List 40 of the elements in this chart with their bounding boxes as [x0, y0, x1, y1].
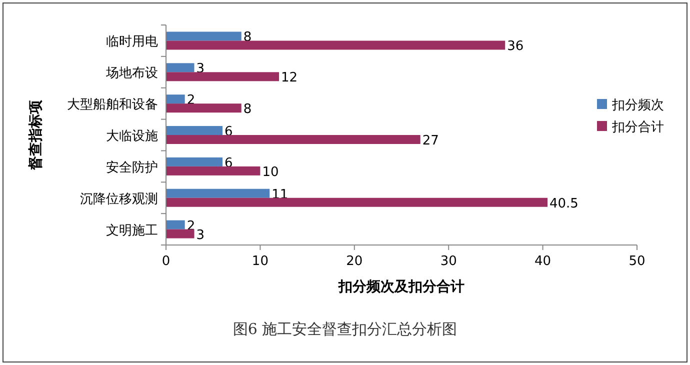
y-axis-title: 督查指标项	[28, 99, 44, 171]
bar	[166, 40, 506, 50]
data-label: 12	[281, 70, 298, 86]
bar	[166, 126, 223, 135]
y-tick-label: 安全防护	[106, 159, 158, 176]
y-tick-label: 沉降位移观测	[80, 192, 158, 207]
bar	[166, 188, 270, 198]
x-tick-label: 20	[346, 254, 363, 269]
bar	[166, 157, 223, 166]
bar	[166, 72, 280, 82]
data-label: 10	[262, 164, 279, 180]
bar	[166, 104, 242, 113]
caption: 图6 施工安全督查扣分汇总分析图	[232, 320, 458, 338]
bar	[166, 229, 194, 238]
bar	[166, 63, 194, 72]
x-tick-label: 40	[534, 254, 552, 269]
y-tick-label: 临时用电	[106, 34, 158, 50]
data-label: 8	[243, 30, 252, 46]
data-label: 8	[243, 102, 252, 118]
y-tick-label: 文明施工	[106, 223, 158, 238]
y-tick-label: 场地布设	[105, 66, 158, 82]
bar	[166, 94, 185, 104]
x-tick-label: 50	[628, 254, 646, 269]
bar	[166, 166, 260, 176]
bar	[166, 220, 185, 230]
x-tick-label: 10	[252, 254, 268, 269]
x-tick-label: 30	[440, 254, 457, 269]
x-axis-title: 扣分频次及扣分合计	[338, 279, 464, 295]
data-label: 27	[422, 134, 439, 148]
legend-label: 扣分合计	[611, 120, 664, 135]
x-tick-label: 0	[162, 254, 170, 269]
data-label: 3	[196, 228, 205, 243]
data-label: 40.5	[550, 196, 578, 212]
bar	[166, 198, 548, 207]
y-tick-label: 大型船舶和设备	[67, 98, 158, 113]
bar	[166, 32, 242, 41]
data-label: 36	[507, 39, 524, 54]
y-tick-label: 大临设施	[106, 129, 158, 144]
legend-label: 扣分频次	[611, 98, 664, 113]
bar	[166, 135, 420, 144]
